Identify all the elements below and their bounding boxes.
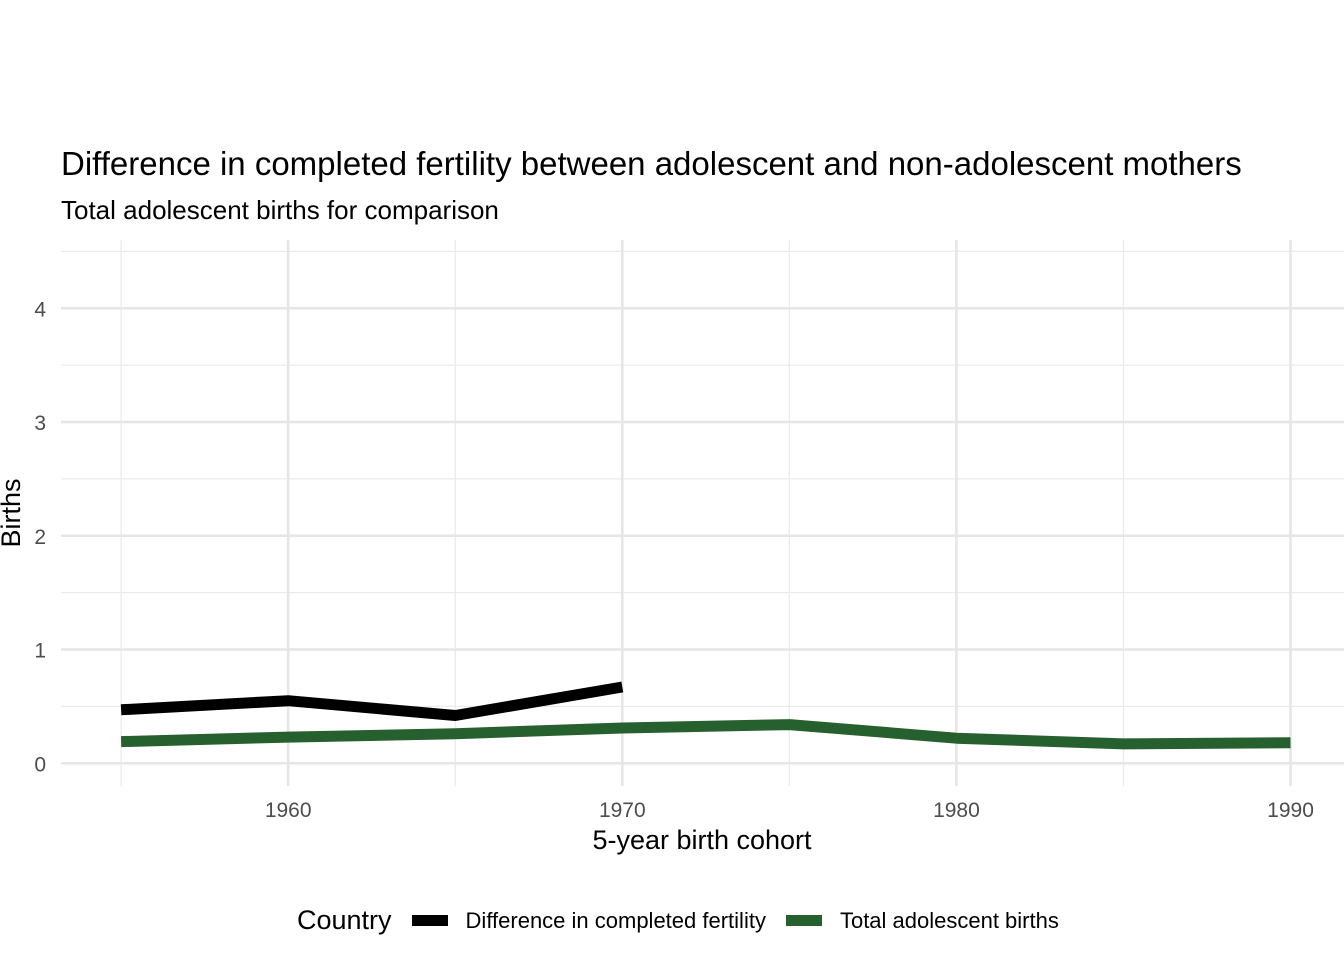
x-tick-label: 1960 — [265, 799, 312, 822]
y-axis-title: Births — [0, 478, 26, 547]
y-tick-label: 0 — [34, 753, 46, 776]
series-line-total — [120, 719, 1291, 750]
y-tick-label: 2 — [34, 526, 46, 549]
x-tick-label: 1970 — [599, 799, 646, 822]
x-tick-label: 1990 — [1267, 799, 1314, 822]
legend-item-total: Total adolescent births — [785, 907, 1059, 934]
x-tick-label: 1980 — [933, 799, 980, 822]
legend: Country Difference in completed fertilit… — [297, 905, 1079, 936]
y-tick-label: 4 — [34, 298, 46, 321]
legend-key-total — [785, 915, 822, 926]
chart-subtitle: Total adolescent births for comparison — [61, 195, 499, 225]
legend-title: Country — [297, 905, 392, 935]
series-lines — [120, 681, 1291, 750]
y-tick-label: 3 — [34, 412, 46, 435]
chart-title: Difference in completed fertility betwee… — [61, 145, 1242, 182]
legend-item-difference: Difference in completed fertility — [411, 907, 766, 934]
axis-tick-labels: 1960 1970 1980 1990 0 1 2 3 4 — [34, 298, 1314, 822]
y-tick-label: 1 — [34, 640, 46, 663]
legend-label-total: Total adolescent births — [839, 907, 1059, 933]
x-axis-title: 5-year birth cohort — [592, 825, 812, 855]
legend-label-difference: Difference in completed fertility — [465, 907, 766, 933]
legend-key-difference — [411, 915, 448, 926]
series-line-difference — [120, 681, 624, 721]
